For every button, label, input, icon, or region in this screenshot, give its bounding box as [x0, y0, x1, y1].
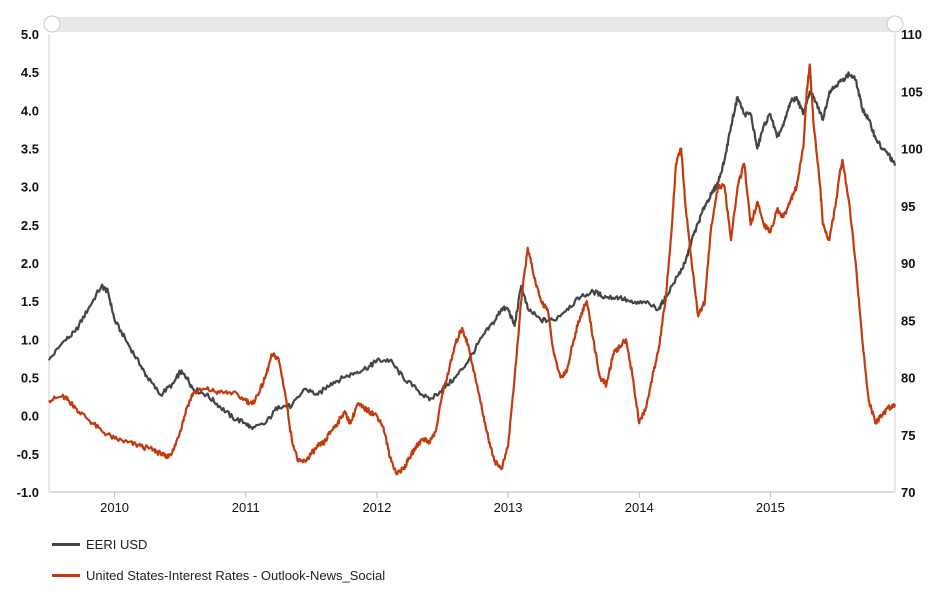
- navigator-handle-right[interactable]: [886, 15, 904, 33]
- x-tick-label: 2015: [756, 500, 785, 515]
- left-tick-label: 2.0: [21, 256, 39, 271]
- right-tick-label: 90: [901, 256, 915, 271]
- right-tick-label: 80: [901, 371, 915, 386]
- legend-label-interest-rates: United States-Interest Rates - Outlook-N…: [86, 567, 386, 583]
- right-y-axis: 110 105 100 95 90 85 80 75 70: [901, 27, 923, 500]
- left-tick-label: 4.5: [21, 65, 39, 80]
- legend-label-eeri-usd: EERI USD: [86, 536, 148, 552]
- legend-swatch-interest-rates: [52, 573, 80, 577]
- left-tick-label: 3.0: [21, 180, 39, 195]
- x-tick-label: 2011: [232, 500, 260, 515]
- legend-item-interest-rates[interactable]: United States-Interest Rates - Outlook-N…: [52, 566, 385, 584]
- left-tick-label: -0.5: [17, 447, 39, 462]
- left-tick-label: 3.5: [21, 142, 39, 157]
- right-tick-label: 95: [901, 199, 915, 214]
- right-tick-label: 85: [901, 313, 915, 328]
- right-tick-label: 70: [901, 485, 915, 500]
- left-tick-label: 4.0: [21, 103, 39, 118]
- left-tick-label: 0.5: [21, 371, 39, 386]
- navigator-handle-left[interactable]: [43, 15, 61, 33]
- left-tick-label: 1.5: [21, 294, 39, 309]
- right-tick-label: 110: [901, 27, 922, 42]
- x-tick-label: 2013: [494, 500, 523, 515]
- left-tick-label: 5.0: [21, 27, 39, 42]
- right-tick-label: 75: [901, 428, 915, 443]
- legend-swatch-eeri-usd: [52, 542, 80, 546]
- series-layer: [47, 63, 897, 476]
- series-line-0: [47, 71, 897, 431]
- legend: EERI USD United States-Interest Rates - …: [52, 535, 385, 597]
- x-tick-label: 2010: [100, 500, 129, 515]
- left-tick-label: 0.0: [21, 409, 39, 424]
- right-tick-label: 105: [901, 84, 923, 99]
- x-tick-label: 2014: [625, 500, 654, 515]
- left-tick-label: 2.5: [21, 218, 39, 233]
- x-axis: 2010 2011 2012 2013 2014 2015: [100, 492, 785, 515]
- navigator-bar[interactable]: [49, 17, 895, 32]
- legend-item-eeri-usd[interactable]: EERI USD: [52, 535, 385, 553]
- right-tick-label: 100: [901, 142, 923, 157]
- series-line-1: [48, 63, 897, 476]
- left-tick-label: -1.0: [17, 485, 39, 500]
- left-y-axis: 5.0 4.5 4.0 3.5 3.0 2.5 2.0 1.5 1.0 0.5 0.0 -0.5 -1.…: [17, 27, 39, 500]
- x-tick-label: 2012: [362, 500, 391, 515]
- left-tick-label: 1.0: [21, 332, 39, 347]
